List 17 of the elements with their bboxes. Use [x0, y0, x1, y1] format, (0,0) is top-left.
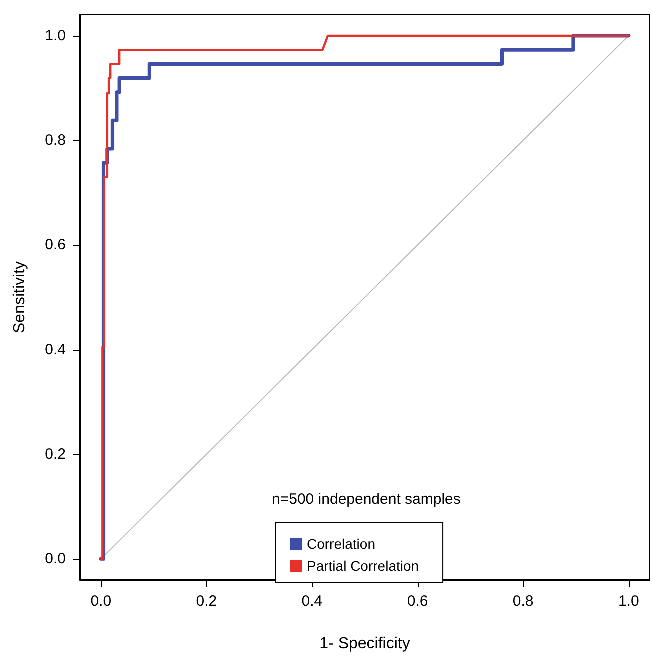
y-tick-label: 0.2 [45, 446, 66, 463]
x-tick-label: 0.8 [512, 593, 534, 610]
y-tick-label: 0.6 [45, 236, 66, 254]
x-tick-label: 0.0 [90, 593, 112, 610]
annotation: n=500 independent samples [272, 491, 461, 508]
x-tick-label: 0.6 [407, 593, 428, 610]
x-tick-label: 1.0 [618, 593, 640, 610]
x-tick-label: 0.2 [196, 593, 218, 610]
legend-label: Correlation [307, 536, 376, 552]
y-axis-title: Sensitivity [12, 261, 28, 334]
y-tick-label: 0.4 [45, 341, 66, 358]
legend-label: Partial Correlation [307, 558, 420, 574]
y-tick-label: 1.0 [45, 27, 66, 44]
y-tick-label: 0.8 [45, 132, 66, 150]
x-axis-title: 1- Specificity [320, 636, 410, 652]
x-tick-label: 0.4 [302, 593, 323, 610]
y-tick-label: 0.0 [45, 550, 66, 568]
